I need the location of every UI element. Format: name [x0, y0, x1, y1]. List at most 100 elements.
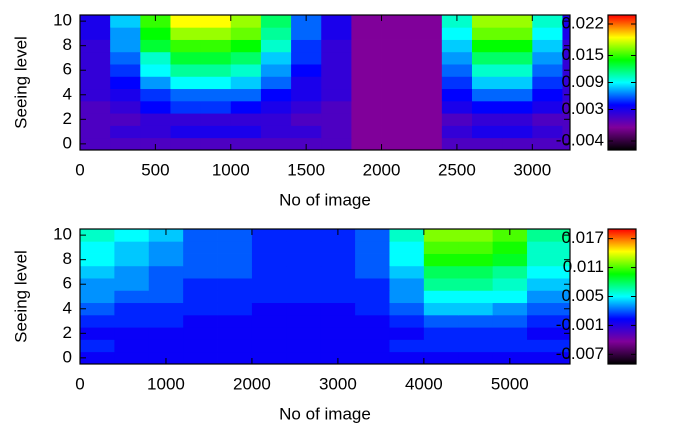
heatmap-cell	[411, 64, 443, 77]
heatmap-cell	[80, 339, 115, 353]
heatmap-cell	[532, 100, 563, 114]
heatmap-cell	[492, 302, 528, 316]
heatmap-cell	[381, 100, 413, 114]
heatmap-cell	[441, 64, 473, 77]
heatmap-cell	[411, 125, 443, 139]
heatmap-cell	[291, 27, 322, 40]
heatmap-cell	[230, 88, 262, 102]
y-tick-label: 8	[63, 249, 72, 268]
heatmap-cell	[355, 327, 390, 340]
heatmap-cell	[355, 241, 390, 254]
heatmap-cell	[140, 51, 171, 65]
heatmap-cell	[441, 27, 473, 40]
heatmap-cell	[381, 125, 413, 139]
heatmap-cell	[80, 39, 111, 53]
heatmap-cell	[291, 100, 322, 114]
heatmap-cell	[441, 88, 473, 102]
heatmap-cell	[80, 241, 115, 254]
heatmap-cell	[230, 125, 262, 139]
heatmap-cell	[286, 229, 322, 242]
colorbar-tick-label: -0.007	[556, 344, 604, 363]
heatmap-cell	[114, 253, 150, 267]
heatmap-cell	[170, 100, 202, 114]
heatmap-cell	[80, 15, 111, 28]
heatmap-cell	[286, 327, 322, 340]
heatmap-cell	[148, 290, 184, 304]
heatmap-cell	[389, 302, 425, 316]
heatmap-cell	[423, 351, 459, 365]
heatmap-cell	[472, 51, 503, 65]
heatmap-cell	[441, 100, 473, 114]
heatmap-cell	[260, 39, 292, 53]
heatmap-cell	[148, 253, 184, 267]
heatmap-cell	[532, 27, 563, 40]
heatmap-cell	[472, 64, 503, 77]
heatmap-cell	[502, 137, 533, 151]
heatmap-cell	[110, 51, 141, 65]
heatmap-cell	[472, 27, 503, 40]
colorbar-tick-label: 0.017	[561, 228, 604, 247]
heatmap-cell	[492, 278, 528, 291]
heatmap-cell	[411, 27, 443, 40]
heatmap-cell	[183, 290, 218, 304]
heatmap-cell	[217, 339, 253, 353]
heatmap-cell	[351, 100, 382, 114]
heatmap-cell	[80, 265, 115, 279]
colorbar-tick-label: 0.022	[561, 13, 604, 32]
x-tick-label: 2000	[363, 160, 401, 179]
colorbar-tick-label: -0.001	[556, 315, 604, 334]
heatmap-cell	[441, 113, 473, 126]
heatmap-cell	[80, 100, 111, 114]
heatmap-cell	[381, 88, 413, 102]
heatmap-cell	[80, 290, 115, 304]
heatmap-cell	[114, 278, 150, 291]
heatmap-cell	[200, 88, 232, 102]
heatmap-cell	[80, 302, 115, 316]
heatmap-cell	[183, 351, 218, 365]
heatmap-cell	[170, 76, 202, 90]
heatmap-cell	[260, 88, 292, 102]
heatmap-cell	[351, 125, 382, 139]
heatmap-cell	[114, 327, 150, 340]
heatmap-cell	[286, 241, 322, 254]
heatmap-cell	[200, 137, 232, 151]
colorbar-tick-label: 0.015	[561, 45, 604, 64]
heatmap-cell	[458, 241, 494, 254]
heatmap-cell	[351, 76, 382, 90]
heatmap-cell	[110, 137, 141, 151]
heatmap-cell	[351, 39, 382, 53]
heatmap-cell	[502, 64, 533, 77]
heatmap-cell	[458, 253, 494, 267]
heatmap-cell	[381, 137, 413, 151]
heatmap-cell	[251, 278, 287, 291]
heatmap-cell	[110, 100, 141, 114]
heatmap-cell	[355, 265, 390, 279]
heatmap-cell	[80, 351, 115, 365]
x-axis-label: No of image	[279, 190, 371, 209]
heatmap-cell	[562, 76, 571, 90]
heatmap-cell	[472, 100, 503, 114]
heatmap-cell	[321, 51, 352, 65]
heatmap-cell	[562, 100, 571, 114]
y-tick-label: 0	[63, 133, 72, 152]
heatmap-cell	[230, 100, 262, 114]
heatmap-cell	[472, 39, 503, 53]
heatmap-cell	[411, 88, 443, 102]
heatmap-cell	[260, 113, 292, 126]
heatmap-cell	[286, 351, 322, 365]
heatmap-cell	[320, 278, 356, 291]
heatmap-cell	[472, 76, 503, 90]
heatmap-cell	[251, 229, 287, 242]
heatmap-cell	[441, 51, 473, 65]
heatmap-cell	[183, 314, 218, 328]
heatmap-cell	[217, 327, 253, 340]
heatmap-cell	[170, 51, 202, 65]
heatmap-cell	[423, 241, 459, 254]
y-tick-label: 2	[63, 323, 72, 342]
heatmap-cell	[389, 339, 425, 353]
heatmap-cell	[320, 327, 356, 340]
x-tick-label: 5000	[491, 374, 529, 393]
heatmap-cell	[389, 265, 425, 279]
heatmap-cell	[260, 51, 292, 65]
y-tick-label: 6	[63, 60, 72, 79]
